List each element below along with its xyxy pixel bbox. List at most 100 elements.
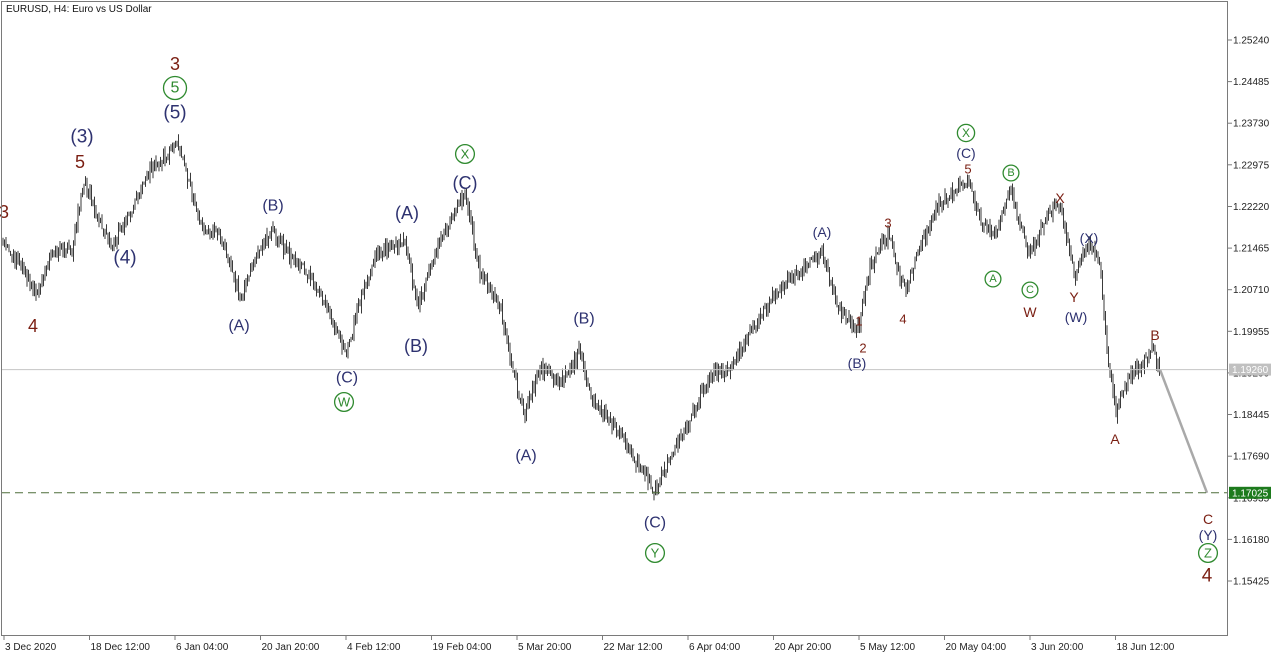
x-tick-label: 6 Jan 04:00	[176, 642, 229, 653]
wave-label-text: (X)	[1080, 230, 1099, 246]
wave-label-circle	[1002, 164, 1020, 182]
wave-label-circled: A	[984, 270, 1002, 288]
wave-label-circled: X	[956, 123, 976, 143]
support-price-label: 1.17025	[1232, 488, 1269, 499]
wave-label-text: X	[461, 147, 470, 162]
wave-label-text: (B)	[262, 198, 283, 215]
forecast-line	[1158, 369, 1209, 494]
wave-label-text: (3)	[70, 127, 93, 148]
wave-label: 1	[855, 314, 862, 329]
wave-label-text: Y	[651, 546, 660, 561]
wave-label: (3)	[70, 127, 93, 148]
wave-label-text: Z	[1204, 546, 1212, 561]
wave-label-text: (C)	[453, 173, 478, 193]
wave-label: C	[1203, 511, 1213, 527]
axis-layer: 1.25240 1.24485 1.23730 1.22975 1.22220 1.214…	[3, 36, 1271, 653]
wave-label-layer: 3 4 (3) 5 (4) 3 5 (5) (B) (A) (C) W (A) (B) X (C) (B) (A)…	[0, 54, 1219, 587]
x-tick-label: 22 Mar 12:00	[604, 642, 663, 653]
wave-label-text: 5	[75, 152, 85, 172]
wave-label-circle	[162, 75, 188, 101]
wave-label-text: 3	[170, 54, 180, 74]
wave-label: (A)	[395, 203, 419, 223]
wave-label-text: (A)	[515, 448, 536, 465]
y-tick-label: 1.20710	[1233, 285, 1270, 296]
current-price-tag	[1229, 363, 1271, 376]
wave-label-circled: W	[333, 391, 355, 413]
wave-label: 4	[1202, 566, 1213, 587]
wave-label: (C)	[336, 370, 358, 387]
y-tick-label: 1.22220	[1233, 202, 1270, 213]
y-tick-label: 1.19955	[1233, 327, 1270, 338]
wave-label-circle	[1197, 542, 1219, 564]
wave-label: (B)	[848, 355, 867, 371]
current-price-label: 1.19260	[1232, 365, 1269, 376]
wave-label-text: (C)	[956, 145, 975, 161]
x-tick-label: 3 Dec 2020	[5, 642, 57, 653]
y-tick-label: 1.18445	[1233, 410, 1270, 421]
wave-label-text: (B)	[404, 336, 428, 356]
y-tick-label: 1.23730	[1233, 119, 1270, 130]
wave-label: (C)	[453, 173, 478, 193]
wave-label-text: 5	[171, 80, 180, 97]
wave-label: (X)	[1080, 230, 1099, 246]
x-tick-label: 19 Feb 04:00	[433, 642, 492, 653]
wave-label: (4)	[113, 248, 136, 269]
wave-label-circle	[454, 143, 476, 165]
wave-label-text: B	[1150, 327, 1159, 343]
wave-label: (B)	[573, 311, 594, 328]
wave-label: (C)	[956, 145, 975, 161]
wave-label-text: (Y)	[1199, 527, 1218, 543]
wave-label-text: 5	[964, 162, 971, 177]
wave-label: (Y)	[1199, 527, 1218, 543]
price-layer	[2, 134, 1209, 501]
y-tick-label: 1.15425	[1233, 577, 1270, 588]
wave-label-circle	[956, 123, 976, 143]
wave-label-text: 4	[1202, 566, 1213, 587]
y-tick-label: 1.22975	[1233, 160, 1270, 171]
wave-label: (C)	[644, 515, 666, 532]
x-tick-label: 20 Apr 20:00	[775, 642, 832, 653]
wave-label: B	[1150, 327, 1159, 343]
wave-label-text: (B)	[848, 355, 867, 371]
x-tick-label: 18 Jun 12:00	[1117, 642, 1175, 653]
wave-label: 2	[859, 341, 866, 356]
wave-label-text: C	[1026, 284, 1034, 296]
wave-label: (B)	[404, 336, 428, 356]
level-layer	[2, 369, 1228, 494]
wave-label-text: B	[1007, 167, 1014, 179]
wave-label-text: (A)	[813, 224, 832, 240]
wave-label-circle	[1021, 281, 1039, 299]
chart-title: EURUSD, H4: Euro vs US Dollar	[6, 4, 152, 15]
wave-label-text: 2	[859, 341, 866, 356]
x-tick-label: 5 May 12:00	[860, 642, 915, 653]
wave-label-circled: C	[1021, 281, 1039, 299]
wave-label-text: (4)	[113, 248, 136, 269]
wave-label: (A)	[813, 224, 832, 240]
wave-label: (A)	[515, 448, 536, 465]
wave-label-text: X	[1055, 190, 1065, 206]
wave-label-circled: B	[1002, 164, 1020, 182]
x-tick-label: 20 May 04:00	[946, 642, 1007, 653]
wave-label-text: X	[962, 126, 970, 140]
wave-label: X	[1055, 190, 1065, 206]
wave-label-text: W	[1023, 304, 1037, 320]
wave-label: 4	[28, 316, 38, 336]
plot-frame	[1, 1, 1228, 636]
support-price-tag	[1229, 486, 1271, 499]
wave-label-text: (W)	[1065, 309, 1088, 325]
wave-label-circled: X	[454, 143, 476, 165]
x-tick-label: 18 Dec 12:00	[91, 642, 151, 653]
x-tick-label: 6 Apr 04:00	[689, 642, 741, 653]
wave-label: (B)	[262, 198, 283, 215]
wave-label-text: (C)	[336, 370, 358, 387]
wave-label-text: A	[1110, 431, 1120, 447]
wave-label-text: A	[989, 273, 997, 285]
wave-label: 5	[75, 152, 85, 172]
wave-label-circled: Z	[1197, 542, 1219, 564]
wave-label: W	[1023, 304, 1037, 320]
wave-label: 4	[899, 312, 906, 327]
wave-label-text: 4	[28, 316, 38, 336]
x-tick-label: 3 Jun 20:00	[1031, 642, 1084, 653]
